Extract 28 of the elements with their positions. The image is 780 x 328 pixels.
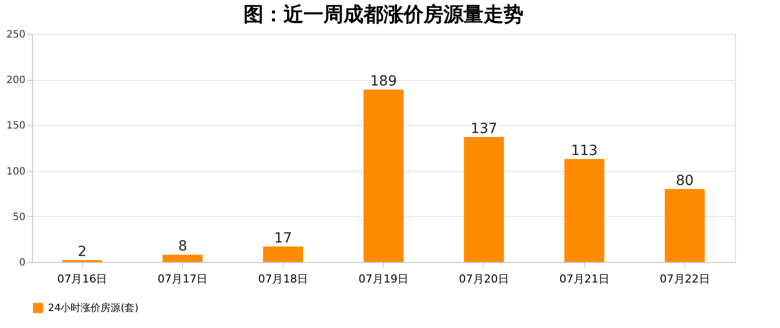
x-tick-label: 07月16日 — [57, 272, 108, 286]
x-tick-label: 07月22日 — [660, 272, 710, 286]
bar — [162, 254, 203, 262]
x-tick-label: 07月17日 — [158, 272, 208, 286]
x-tick-label: 07月18日 — [258, 272, 308, 286]
data-label: 8 — [178, 238, 188, 255]
bar — [464, 137, 504, 262]
bar — [564, 158, 604, 262]
data-label: 17 — [274, 230, 292, 246]
x-tick-label: 07月20日 — [458, 272, 509, 286]
y-tick-label: 0 — [19, 258, 26, 268]
data-label: 80 — [676, 173, 694, 190]
data-label: 113 — [570, 142, 598, 159]
bar — [664, 189, 705, 262]
chart-title: 图：近一周成都涨价房源量走势 — [244, 2, 524, 26]
bar — [364, 90, 404, 262]
x-tick-label: 07月19日 — [358, 272, 408, 286]
y-tick-label: 50 — [12, 212, 26, 223]
y-tick-label: 100 — [6, 166, 26, 178]
x-tick-label: 07月21日 — [559, 272, 610, 286]
data-label: 189 — [370, 74, 397, 90]
data-label: 2 — [78, 244, 87, 260]
y-tick-label: 200 — [6, 75, 26, 86]
y-tick-label: 250 — [6, 30, 26, 40]
legend-label: 24小时涨价房源(套) — [48, 302, 139, 314]
data-label: 137 — [470, 121, 498, 138]
y-tick-label: 150 — [6, 120, 26, 132]
bar — [263, 246, 304, 262]
